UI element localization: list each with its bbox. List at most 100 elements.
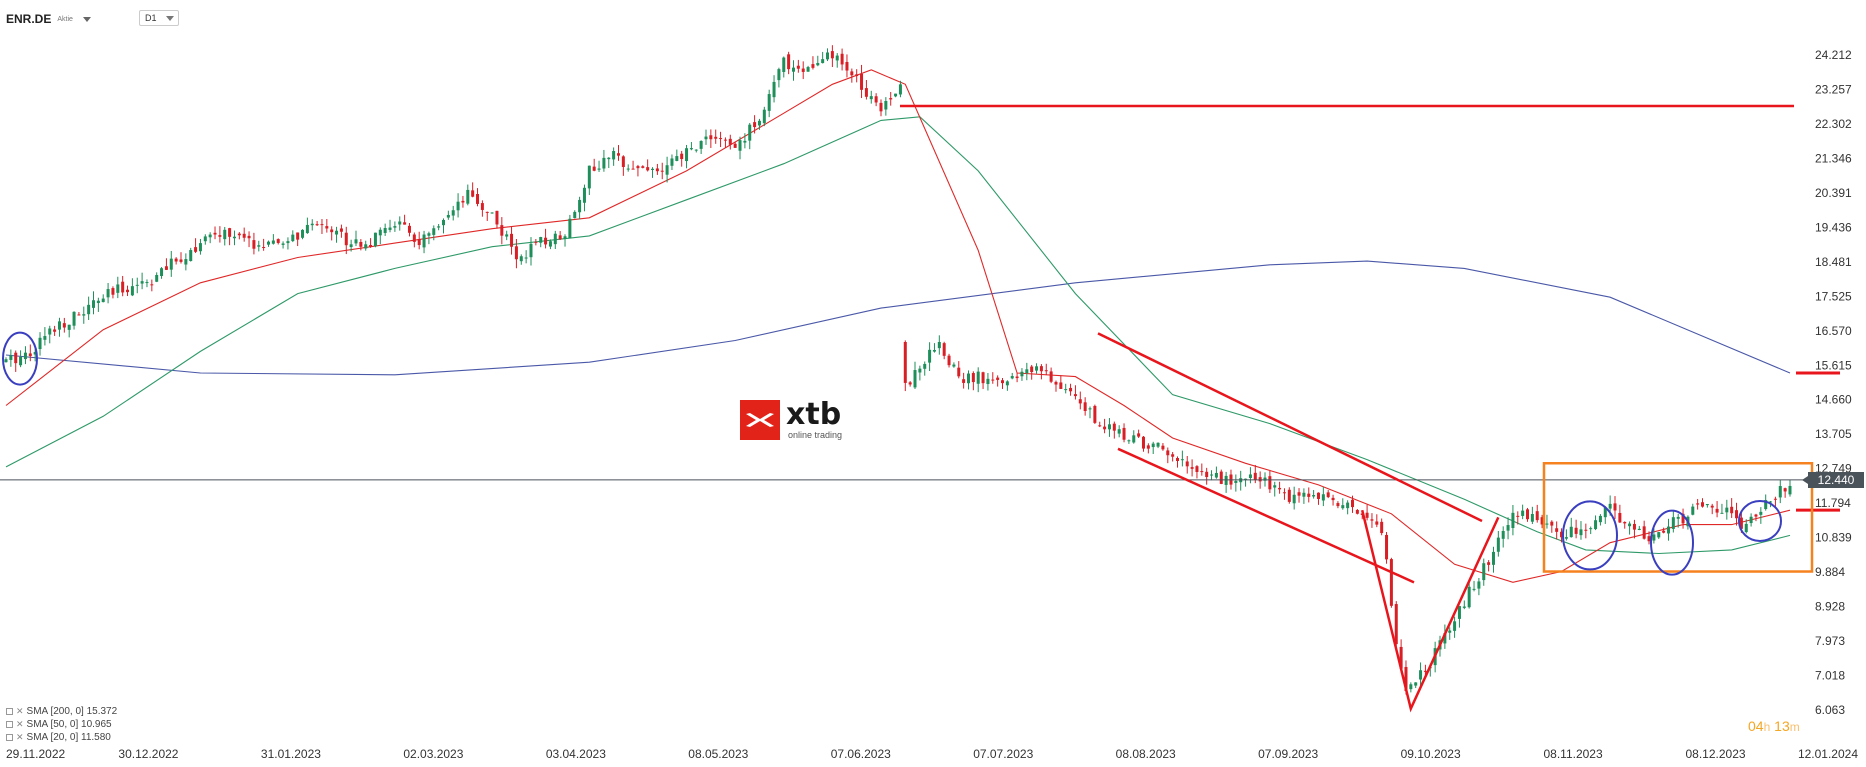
- candle-body: [597, 168, 601, 170]
- candle-body: [315, 224, 319, 226]
- y-tick-label: 6.063: [1815, 703, 1845, 717]
- candle-body: [1389, 559, 1393, 606]
- candle-body: [441, 219, 445, 226]
- candle-body: [1292, 494, 1296, 504]
- candle-body: [1477, 581, 1481, 589]
- candle-body: [1759, 511, 1763, 515]
- annotations: [2, 104, 1840, 713]
- legend-item-sma50[interactable]: ✕ SMA [50, 0] 10.965: [6, 718, 117, 731]
- candle-body: [1282, 492, 1286, 494]
- candle-body: [286, 241, 290, 244]
- candle-body: [894, 93, 898, 97]
- checkbox-icon[interactable]: [6, 708, 13, 715]
- candle-body: [1710, 505, 1714, 508]
- candle-body: [1662, 530, 1666, 533]
- chevron-down-icon[interactable]: [82, 16, 91, 22]
- candle-body: [806, 67, 810, 72]
- candle-body: [1754, 514, 1758, 517]
- candle-body: [519, 256, 523, 262]
- candle-body: [1273, 485, 1277, 488]
- legend-item-sma200[interactable]: ✕ SMA [200, 0] 15.372: [6, 705, 117, 718]
- consolidation-box: [1542, 462, 1814, 573]
- candle-body: [1448, 630, 1452, 633]
- candle-body: [1720, 512, 1724, 514]
- candle-body: [616, 153, 620, 156]
- candle-body: [490, 212, 494, 214]
- candle-body: [330, 229, 334, 233]
- candle-body: [1506, 525, 1510, 531]
- candle-body: [305, 224, 309, 234]
- candle-body: [121, 281, 125, 293]
- candle-body: [1151, 443, 1155, 448]
- candle-body: [96, 300, 100, 304]
- candle-body: [743, 140, 747, 143]
- candle-body: [1297, 492, 1301, 496]
- y-axis: 24.212 23.257 22.302 21.346 20.391 19.436 18.4…: [1815, 48, 1852, 717]
- candle-body: [262, 246, 266, 248]
- legend-item-sma20[interactable]: ✕ SMA [20, 0] 11.580: [6, 731, 117, 744]
- candle-body: [373, 232, 377, 247]
- candle-body: [1015, 376, 1019, 379]
- timeframe-select[interactable]: D1: [139, 10, 179, 26]
- candle-body: [160, 268, 164, 276]
- candle-body: [422, 234, 426, 248]
- candle-body: [860, 73, 864, 90]
- candle-body: [1141, 436, 1145, 449]
- candle-body: [942, 343, 946, 356]
- candle-body: [709, 135, 713, 140]
- candle-body: [1550, 521, 1554, 526]
- candle-body: [879, 102, 883, 112]
- candle-body: [762, 109, 766, 124]
- candle-body: [981, 372, 985, 384]
- x-tick-label: 08.05.2023: [688, 747, 748, 761]
- candle-body: [1628, 523, 1632, 527]
- candle-body: [359, 241, 363, 247]
- candle-body: [1574, 527, 1578, 534]
- candle-body: [966, 373, 970, 384]
- close-icon[interactable]: ✕: [16, 706, 24, 716]
- candle-body: [471, 190, 475, 197]
- candle-body: [407, 225, 411, 233]
- candle-body: [169, 258, 173, 270]
- candle-body: [962, 379, 966, 383]
- candle-body: [1598, 515, 1602, 523]
- candle-body: [1491, 551, 1495, 565]
- candle-body: [738, 140, 742, 151]
- candle-body: [1739, 517, 1743, 529]
- close-icon[interactable]: ✕: [16, 719, 24, 729]
- symbol-selector[interactable]: ENR.DE Aktie: [6, 8, 91, 30]
- candle-body: [539, 237, 543, 243]
- candle-body: [918, 368, 922, 373]
- candle-body: [1166, 450, 1170, 456]
- candle-body: [874, 96, 878, 103]
- highlight-circle: [1650, 509, 1694, 576]
- candle-body: [1278, 487, 1282, 490]
- checkbox-icon[interactable]: [6, 734, 13, 741]
- candle-body: [242, 233, 246, 238]
- candle-body: [140, 281, 144, 284]
- candle-body: [155, 275, 159, 282]
- candle-body: [1618, 512, 1622, 523]
- candle-body: [1127, 440, 1131, 442]
- x-tick-label: 07.06.2023: [831, 747, 891, 761]
- candle-body: [495, 210, 499, 225]
- candle-body: [271, 240, 275, 244]
- y-tick-label: 7.973: [1815, 634, 1845, 648]
- countdown-m-unit: m: [1789, 720, 1800, 734]
- candle-body: [612, 151, 616, 160]
- candle-body: [1715, 508, 1719, 513]
- candle-body: [62, 323, 66, 328]
- candle-body: [719, 138, 723, 140]
- xtb-x-icon: [740, 400, 780, 440]
- candle-body: [937, 342, 941, 349]
- candle-body: [889, 98, 893, 100]
- checkbox-icon[interactable]: [6, 721, 13, 728]
- close-icon[interactable]: ✕: [16, 732, 24, 742]
- candle-body: [247, 235, 251, 239]
- candle-body: [1589, 528, 1593, 530]
- candle-body: [296, 232, 300, 240]
- countdown-h-unit: h: [1763, 720, 1771, 734]
- candle-body: [1049, 371, 1053, 382]
- candle-body: [1472, 588, 1476, 590]
